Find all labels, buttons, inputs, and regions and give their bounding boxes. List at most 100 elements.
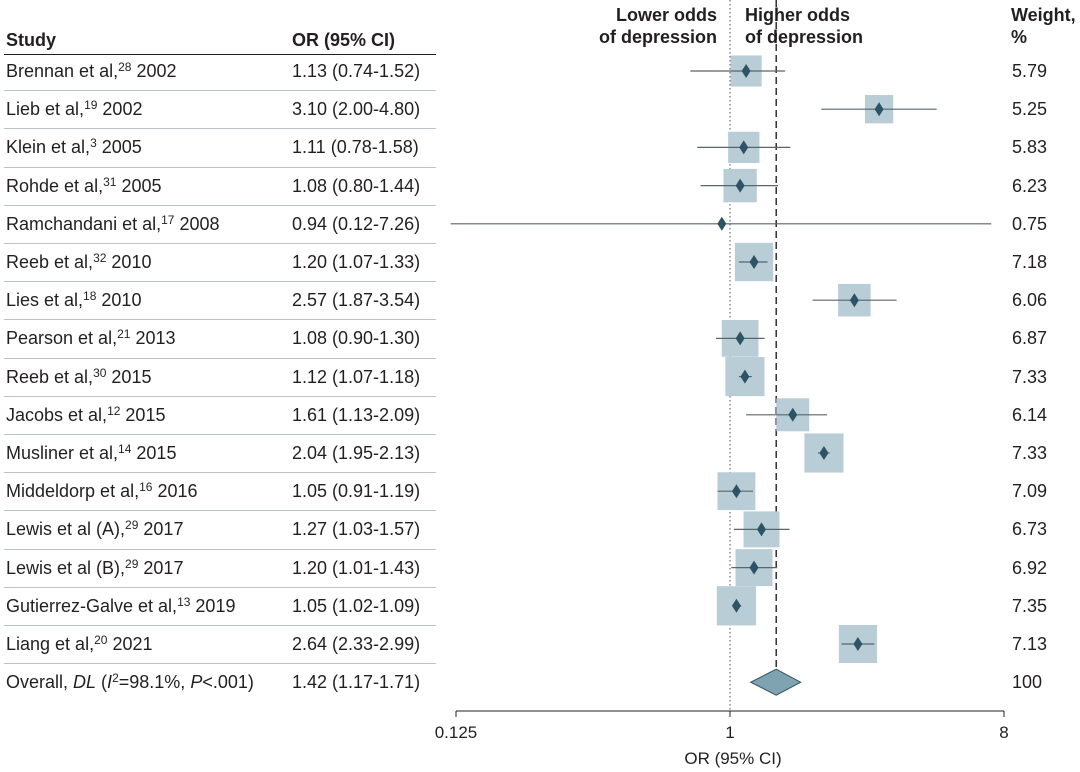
study-or: 1.13 (0.74-1.52) — [292, 61, 421, 81]
row-rule — [4, 358, 436, 359]
study-weight: 6.87 — [1012, 328, 1048, 349]
study-weight: 7.18 — [1012, 252, 1048, 272]
study-weight: 7.33 — [1012, 443, 1048, 463]
point-estimate-marker — [853, 637, 863, 651]
study-reference: 28 — [118, 60, 132, 74]
study-name: Reeb et al,30 2015 — [6, 366, 151, 388]
study-reference: 16 — [139, 480, 153, 495]
overall-p-value: <.001) — [202, 672, 254, 693]
study-weight: 7.33 — [1012, 366, 1048, 387]
study-author: Lewis et al (A), — [6, 519, 126, 540]
study-or: 3.10 (2.00-4.80) — [292, 99, 421, 120]
study-year: 2008 — [174, 213, 220, 234]
header-rule — [4, 54, 436, 55]
study-weight: 6.14 — [1012, 404, 1048, 425]
higher-odds-line-1: Higher odds — [745, 5, 851, 25]
study-reference: 13 — [177, 594, 191, 609]
study-or: 1.12 (1.07-1.18) — [292, 366, 421, 387]
study-year: 2010 — [96, 290, 142, 311]
study-weight: 6.06 — [1012, 290, 1048, 311]
weight-header-line-1: Weight, — [1011, 5, 1076, 25]
study-year: 2019 — [190, 595, 236, 616]
study-author: Lewis et al (B), — [6, 557, 126, 578]
point-estimate-marker — [874, 102, 884, 117]
study-name: Lewis et al (B),29 2017 — [6, 557, 183, 579]
study-year: 2002 — [131, 61, 177, 81]
study-or: 1.20 (1.01-1.43) — [292, 557, 421, 578]
row-rule — [4, 167, 436, 168]
study-reference: 17 — [161, 212, 175, 227]
study-year: 2015 — [106, 366, 152, 387]
point-estimate-marker — [819, 446, 829, 460]
study-weight: 6.73 — [1012, 519, 1048, 540]
row-rule — [4, 472, 436, 473]
point-estimate-marker — [756, 522, 766, 537]
point-estimate-marker — [731, 484, 741, 499]
weight-column-header: Weight, % — [1011, 4, 1076, 48]
study-name: Ramchandani et al,17 2008 — [6, 213, 220, 235]
study-or: 1.08 (0.80-1.44) — [292, 175, 421, 196]
study-or: 1.08 (0.90-1.30) — [292, 328, 421, 349]
study-author: Reeb et al, — [6, 252, 94, 272]
study-reference: 19 — [84, 98, 98, 113]
study-reference: 14 — [118, 442, 132, 456]
study-author: Klein et al, — [6, 137, 91, 158]
study-author: Lies et al, — [6, 290, 84, 311]
study-name: Jacobs et al,12 2015 — [6, 404, 165, 426]
row-rule — [4, 510, 436, 511]
study-author: Brennan et al, — [6, 61, 119, 81]
x-tick-label: 8 — [999, 723, 1008, 742]
study-year: 2013 — [130, 328, 176, 349]
study-name: Gutierrez-Galve et al,13 2019 — [6, 595, 235, 617]
row-rule — [4, 319, 436, 320]
point-estimate-marker — [788, 407, 798, 422]
study-author: Lieb et al, — [6, 99, 85, 120]
x-axis-label: OR (95% CI) — [684, 749, 781, 768]
study-reference: 3 — [90, 136, 97, 151]
study-year: 2002 — [97, 99, 143, 120]
study-or: 1.27 (1.03-1.57) — [292, 519, 421, 540]
x-tick-label: 0.125 — [435, 723, 478, 742]
study-reference: 20 — [94, 633, 108, 647]
row-rule — [4, 396, 436, 397]
study-author: Middeldorp et al, — [6, 481, 140, 502]
study-or: 1.20 (1.07-1.33) — [292, 252, 421, 272]
study-year: 2015 — [120, 404, 166, 425]
row-rule — [4, 434, 436, 435]
study-reference: 12 — [107, 403, 121, 418]
study-name: Pearson et al,21 2013 — [6, 327, 175, 349]
study-name: Lieb et al,19 2002 — [6, 98, 142, 120]
overall-i2-sup: 2 — [112, 671, 119, 686]
study-author: Jacobs et al, — [6, 404, 108, 425]
study-weight: 7.09 — [1012, 481, 1048, 502]
row-rule — [4, 587, 436, 588]
row-rule — [4, 205, 436, 206]
study-reference: 29 — [125, 556, 139, 571]
row-rule — [4, 128, 436, 129]
study-name: Rohde et al,31 2005 — [6, 175, 161, 197]
lower-odds-line-2: of depression — [598, 27, 717, 47]
study-author: Rohde et al, — [6, 175, 104, 196]
study-year: 2016 — [152, 481, 198, 502]
study-or: 1.61 (1.13-2.09) — [292, 404, 421, 425]
study-or: 1.05 (1.02-1.09) — [292, 595, 421, 616]
study-author: Reeb et al, — [6, 366, 94, 387]
row-rule — [4, 281, 436, 282]
study-name: Brennan et al,28 2002 — [6, 60, 176, 82]
x-tick-label: 1 — [725, 723, 734, 742]
study-author: Gutierrez-Galve et al, — [6, 595, 178, 616]
point-estimate-marker — [749, 255, 759, 269]
study-column-header: Study — [6, 30, 57, 50]
point-estimate-marker — [735, 178, 745, 193]
point-estimate-marker — [731, 598, 741, 613]
overall-or: 1.42 (1.17-1.71) — [292, 672, 421, 693]
overall-i2-label: I — [107, 672, 113, 693]
study-reference: 18 — [83, 289, 97, 304]
higher-odds-header: Higher odds of depression — [745, 4, 863, 48]
study-or: 0.94 (0.12-7.26) — [292, 213, 421, 234]
study-author: Liang et al, — [6, 634, 95, 654]
overall-method: DL — [73, 672, 97, 693]
row-rule — [4, 549, 436, 550]
study-name: Reeb et al,32 2010 — [6, 251, 151, 273]
study-year: 2015 — [131, 443, 177, 463]
